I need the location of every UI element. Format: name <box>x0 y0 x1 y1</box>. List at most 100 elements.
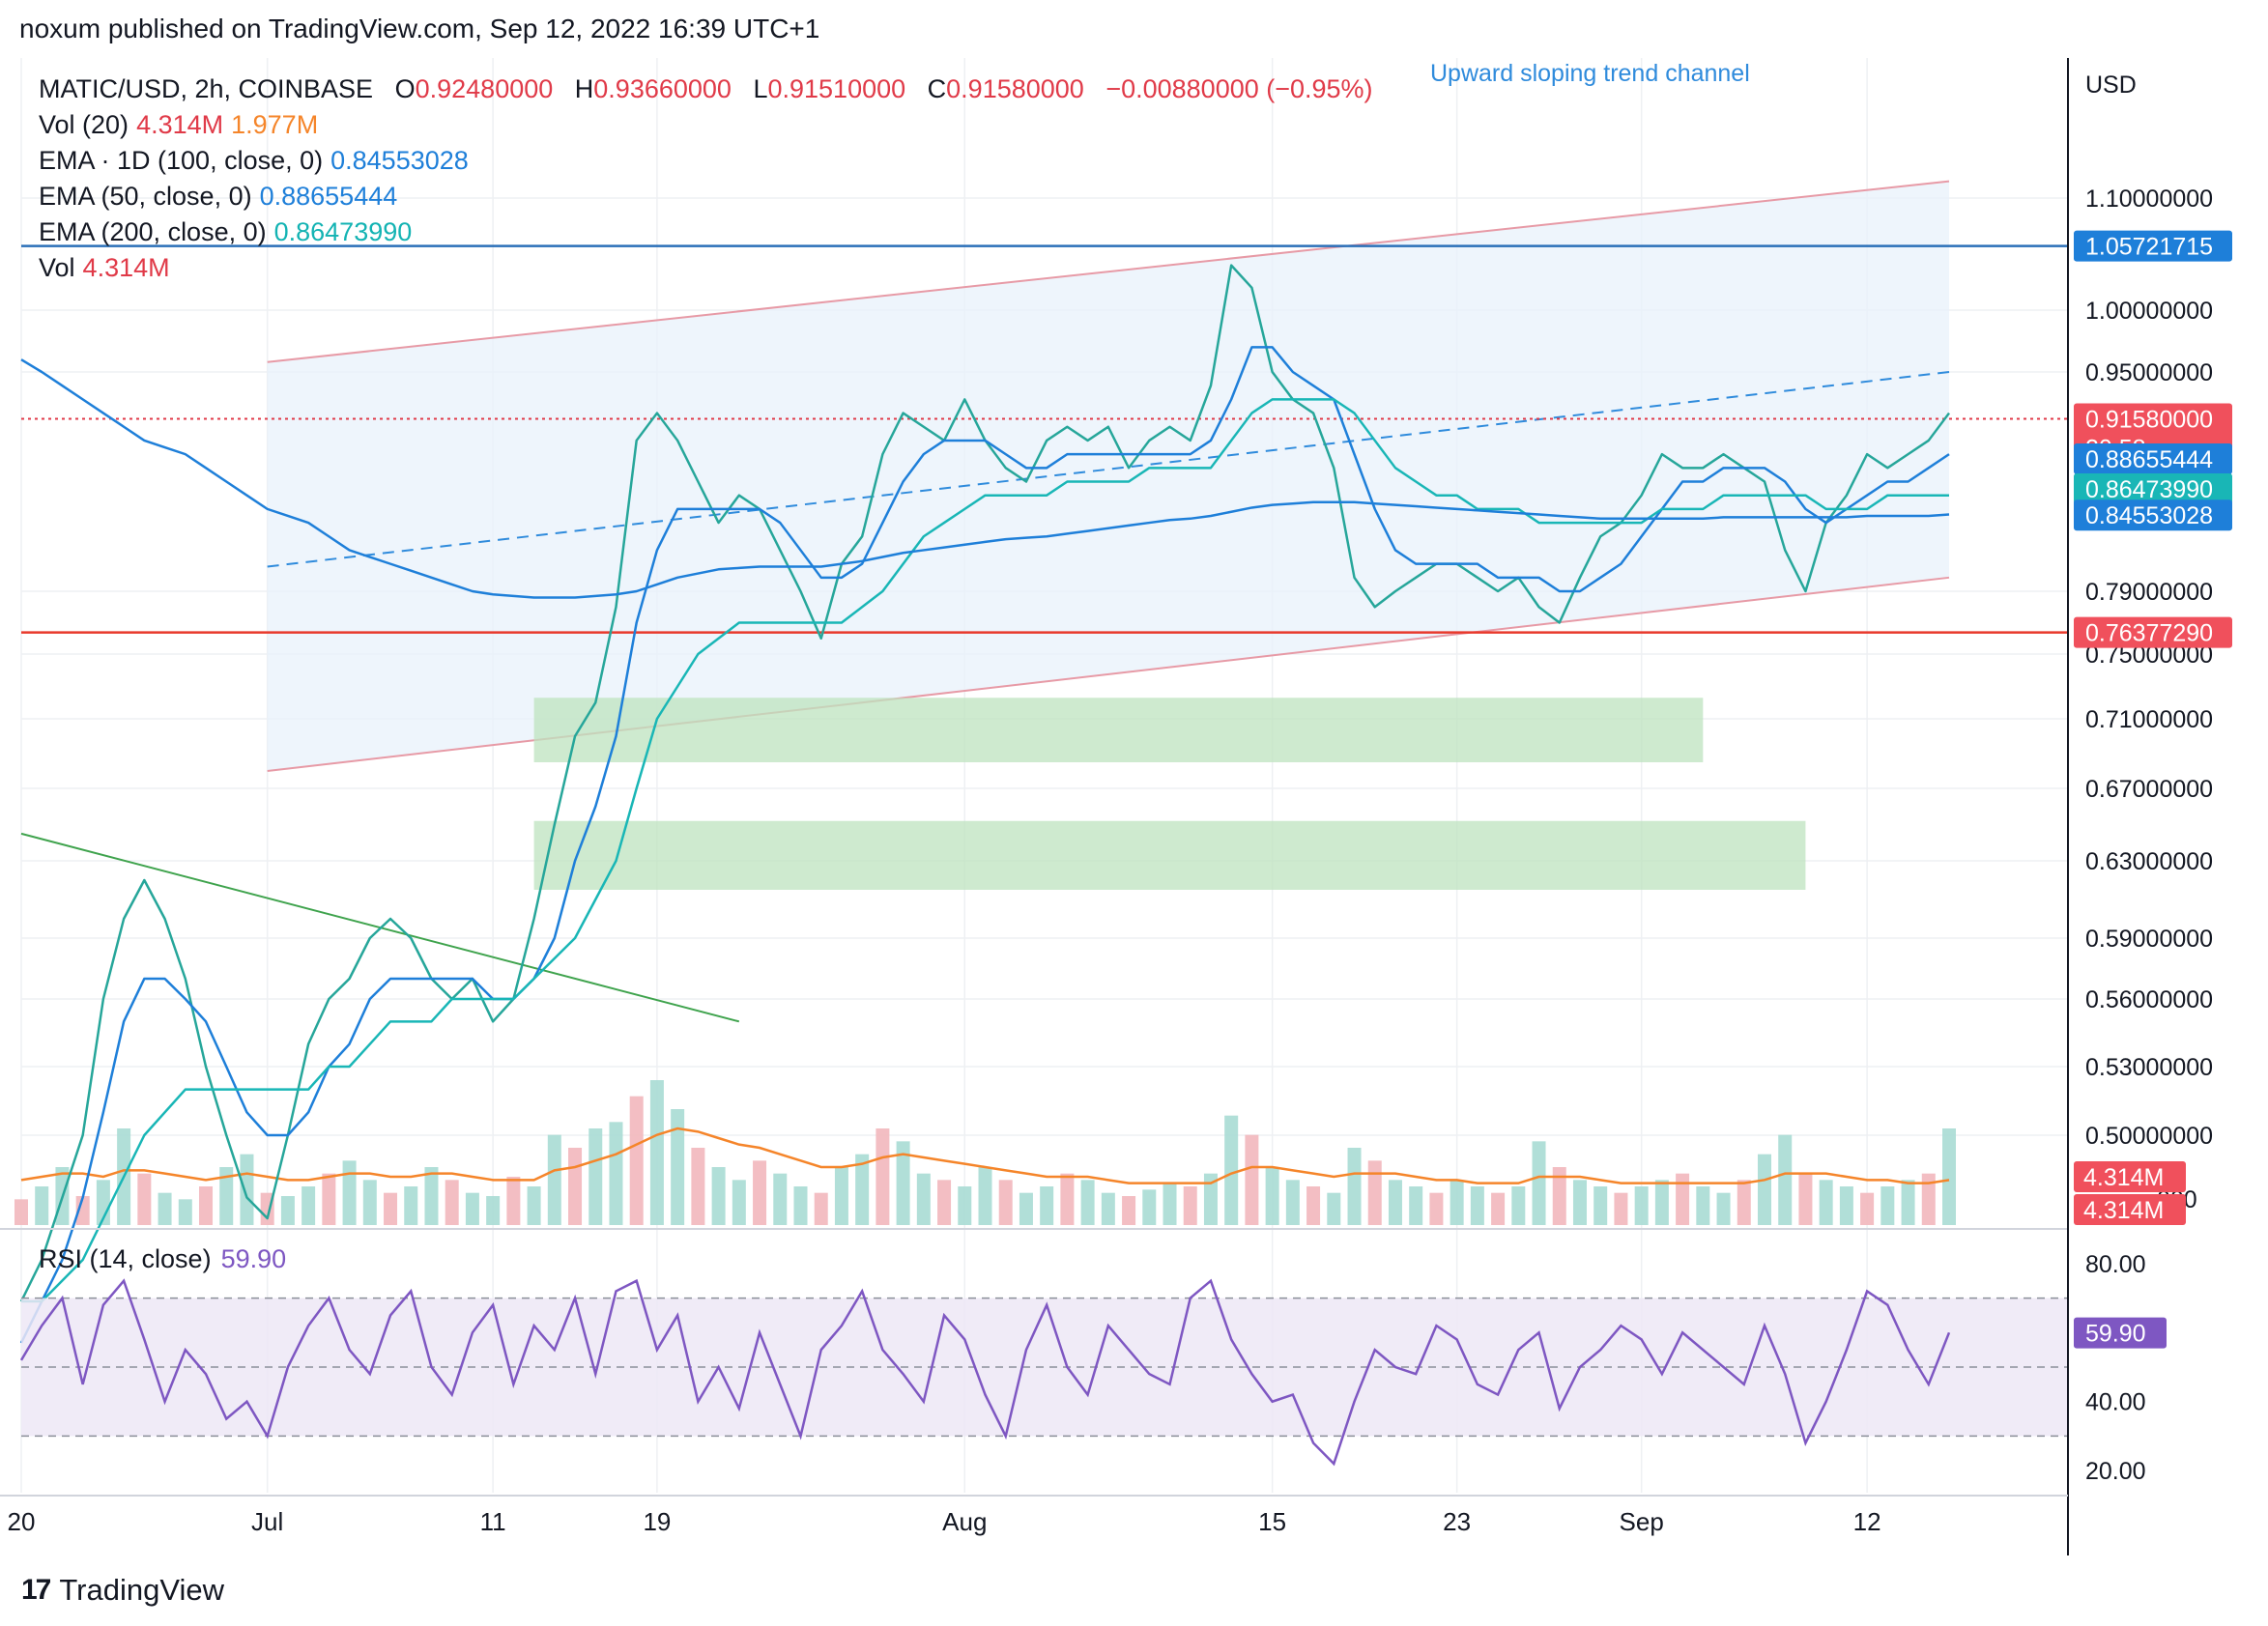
volume-bar <box>1203 1173 1218 1225</box>
volume-bar <box>240 1154 254 1225</box>
price-tick-label: 0.63000000 <box>2085 848 2213 875</box>
indicator-lines <box>19 264 1951 1344</box>
volume-bar <box>773 1173 788 1225</box>
volume-bar <box>14 1199 28 1225</box>
footer-brand[interactable]: TradingView <box>59 1573 224 1607</box>
demand-zone-lower <box>533 820 1806 890</box>
volume-bar <box>568 1148 583 1225</box>
rsi-band-fill <box>21 1298 2068 1437</box>
volume-bar <box>1614 1192 1628 1225</box>
volume-bar <box>1163 1183 1177 1225</box>
volume-bar <box>158 1192 172 1225</box>
volume-bar <box>937 1180 952 1225</box>
volume-bar <box>75 1196 90 1225</box>
volume-bar <box>424 1167 439 1225</box>
close-value: 0.91580000 <box>946 74 1084 103</box>
volume-bar <box>1245 1134 1259 1225</box>
price-badge <box>2074 443 2232 475</box>
demand-zone-upper <box>533 698 1704 762</box>
volume-bar <box>753 1160 767 1225</box>
symbol-legend: MATIC/USD, 2h, COINBASE O0.92480000 H0.9… <box>39 71 1373 286</box>
volume-bar <box>1040 1186 1054 1225</box>
time-tick-label: Sep <box>1620 1507 1664 1536</box>
volume-bar <box>1532 1141 1546 1225</box>
volume-bar <box>1122 1196 1136 1225</box>
volume-bar <box>1593 1186 1608 1225</box>
volume-bar <box>280 1196 295 1225</box>
volume-bar <box>1778 1134 1793 1225</box>
price-badge-text: 0.76377290 <box>2085 620 2213 647</box>
volume-bar <box>1839 1186 1853 1225</box>
volume-bar <box>1019 1192 1033 1225</box>
volume-bar <box>384 1192 398 1225</box>
horizontal-levels <box>21 244 2068 634</box>
time-tick-label: 23 <box>1443 1507 1471 1536</box>
ema200-label[interactable]: EMA (200, close, 0) <box>39 217 267 246</box>
volume-bar <box>1429 1192 1444 1225</box>
price-badge-text: 1.05721715 <box>2085 234 2213 261</box>
volume-bar <box>1552 1167 1566 1225</box>
volume-bar <box>855 1154 870 1225</box>
ema200-line <box>21 398 1949 1303</box>
volume-bar <box>1450 1180 1464 1225</box>
volume-bar <box>1327 1192 1341 1225</box>
volume-bar <box>1901 1180 1915 1225</box>
volume-bar <box>1265 1167 1279 1225</box>
volume-bar <box>506 1177 521 1225</box>
volume-bar <box>199 1186 214 1225</box>
rsi-label: RSI (14, close) <box>39 1244 212 1273</box>
demand-zones <box>533 698 1806 890</box>
volume-bar <box>1409 1186 1423 1225</box>
volume-bar <box>1942 1128 1956 1225</box>
volume-bar <box>1572 1180 1587 1225</box>
volume-bar <box>691 1148 705 1225</box>
change-value: −0.00880000 (−0.95%) <box>1105 74 1373 103</box>
volume-bar <box>1676 1173 1690 1225</box>
volume-bar <box>1696 1186 1710 1225</box>
volume-bars <box>14 1080 1956 1225</box>
volume-badge-text: 4.314M <box>2083 1164 2164 1191</box>
volume-bar <box>1860 1192 1875 1225</box>
tradingview-logo-icon[interactable]: 17 <box>21 1574 51 1606</box>
volume-bar <box>1142 1189 1157 1225</box>
open-label: O <box>394 74 416 103</box>
volume-bar <box>629 1096 644 1225</box>
open-value: 0.92480000 <box>415 74 554 103</box>
time-tick-label: Jul <box>251 1507 283 1536</box>
volume-bar <box>1388 1180 1402 1225</box>
volume-badge <box>2074 1161 2186 1192</box>
price-badge <box>2074 616 2232 648</box>
price-tick-label: 1.00000000 <box>2085 298 2213 325</box>
volume-bar <box>1757 1154 1771 1225</box>
volume-bar <box>527 1186 541 1225</box>
volume-bar <box>35 1186 49 1225</box>
price-badge-text: 0.86473990 <box>2085 476 2213 503</box>
rsi-legend[interactable]: RSI (14, close) 59.90 <box>39 1244 286 1274</box>
price-tick-label: 1.10000000 <box>2085 185 2213 213</box>
channel-annotation[interactable]: Upward sloping trend channel <box>1430 60 1750 87</box>
time-tick-label: 19 <box>643 1507 671 1536</box>
ema50-line <box>19 346 1950 1344</box>
volume-bar <box>1634 1186 1649 1225</box>
rsi-tick-label: 20.00 <box>2085 1458 2146 1485</box>
price-axis-unit: USD <box>2085 71 2137 99</box>
low-label: L <box>753 74 768 103</box>
ema50-label[interactable]: EMA (50, close, 0) <box>39 182 252 211</box>
vol-label[interactable]: Vol (20) <box>39 110 129 139</box>
volume-bar <box>404 1186 418 1225</box>
ema1d-label[interactable]: EMA · 1D (100, close, 0) <box>39 146 324 175</box>
volume-bar <box>1367 1160 1382 1225</box>
price-tick-label: 0.95000000 <box>2085 359 2213 386</box>
symbol-label[interactable]: MATIC/USD, 2h, COINBASE <box>39 74 374 103</box>
volume-bar <box>342 1160 357 1225</box>
volume-bar <box>1224 1115 1239 1225</box>
channel-fill <box>267 181 1949 772</box>
vol2-label[interactable]: Vol <box>39 253 75 282</box>
rsi-tick-label: 40.00 <box>2085 1389 2146 1416</box>
vol-ma-value: 1.977M <box>231 110 319 139</box>
close-label: C <box>927 74 947 103</box>
volume-bar <box>1654 1180 1669 1225</box>
price-tick-label: 0.59000000 <box>2085 926 2213 953</box>
volume-bar <box>362 1180 377 1225</box>
